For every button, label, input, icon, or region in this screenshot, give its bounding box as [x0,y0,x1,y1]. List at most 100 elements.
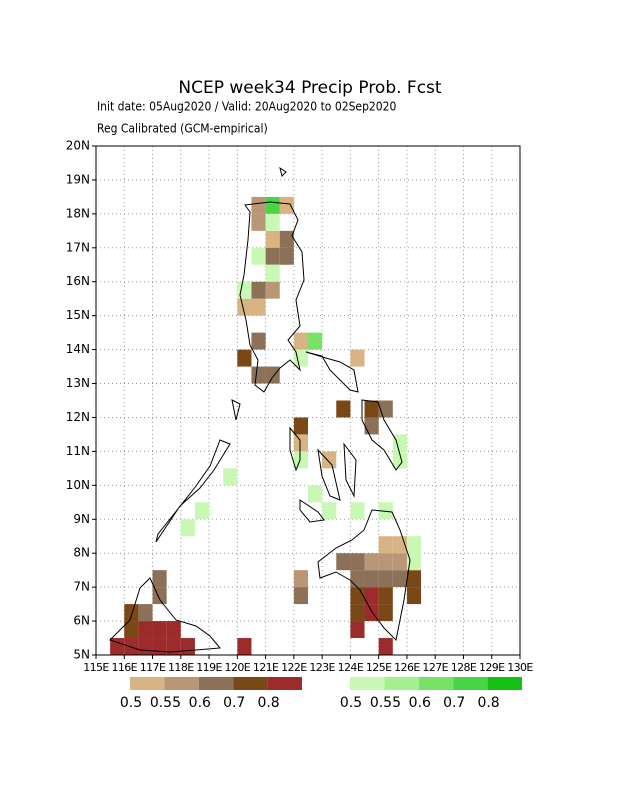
wet-cell [251,247,266,265]
colorbar-swatch [350,677,385,690]
dry-cell [265,247,280,265]
dry-cell [124,604,139,622]
colorbar-swatch [164,677,199,690]
x-tick-label: 126E [394,661,420,674]
title: NCEP week34 Precip Prob. Fcst [178,78,442,98]
dry-cell [350,570,365,588]
dry-cell [378,570,393,588]
dry-cell [138,638,153,655]
wet-cell [378,502,393,520]
colorbar-swatch [130,677,165,690]
x-tick-label: 128E [451,661,477,674]
colorbars: 0.5 0.55 0.6 0.7 0.8 0.5 0.55 0.6 0.7 0.8 [120,677,522,711]
wet-cell [237,281,252,299]
dry-cell [293,570,308,588]
coastline [109,166,411,653]
wet-cell [350,502,365,520]
dry-cell [265,366,280,384]
colorbar-swatch [233,677,268,690]
colorbar-label: 0.6 [189,695,211,711]
dry-cell [279,230,294,248]
dry-cell [279,247,294,265]
y-tick-label: 10N [66,478,90,492]
colorbar-swatch [487,677,522,690]
dry-cell [265,230,280,248]
dry-cell [110,638,125,655]
dry-cell [392,553,407,571]
x-tick-label: 122E [281,661,307,674]
wet-cell [322,502,337,520]
axes: 115E 116E 117E 118E 119E 120E 121E 122E 123E 124E… [66,139,534,675]
colorbar-label: 0.55 [370,695,401,711]
dry-cell [350,587,365,605]
wet-cell [406,553,422,571]
colorbar-swatch [418,677,454,690]
y-tick-label: 19N [66,172,90,186]
dry-cell [293,587,308,605]
colorbar-label: 0.5 [340,695,362,711]
dry-cell [279,196,294,214]
dry-cell [251,213,266,231]
dry-cell [378,536,393,554]
y-tick-label: 13N [66,376,90,390]
y-tick-label: 9N [73,512,90,526]
dry-cell [350,604,365,622]
colorbar-label: 0.7 [443,695,465,711]
dry-cell [152,570,167,588]
colorbar-label: 0.6 [409,695,431,711]
dry-cell [251,281,266,299]
y-tick-label: 11N [66,444,90,458]
y-tick-label: 7N [73,580,90,594]
dry-cell [152,621,167,639]
y-tick-label: 8N [73,546,90,560]
dry-cell [152,638,167,655]
dry-cell [251,332,266,350]
y-tick-label: 20N [66,139,90,153]
dry-cell [293,417,308,435]
dry-cell [265,281,280,299]
wet-cell [265,213,280,231]
colorbar-label: 0.7 [223,695,245,711]
x-tick-label: 125E [366,661,392,674]
dry-cell [378,587,393,605]
subtitle: Init date: 05Aug2020 / Valid: 20Aug2020 … [97,100,397,114]
wet-cell [265,196,280,214]
dry-cell [364,587,379,605]
dry-cell [406,570,422,588]
dry-cell [378,638,393,655]
wet-cell [293,349,308,367]
x-tick-label: 129E [479,661,505,674]
x-tick-label: 130E [507,661,533,674]
colorbar-swatch [267,677,302,690]
x-tick-label: 118E [168,661,194,674]
dry-cell [364,400,379,418]
wet-cell [293,451,308,469]
dry-cell [251,196,266,214]
colorbar-label: 0.8 [477,695,499,711]
dry-cell [237,638,252,655]
wet-cell [392,451,407,469]
x-tick-label: 116E [111,661,137,674]
dry-cell [364,417,379,435]
y-tick-label: 6N [73,614,90,628]
plot-frame [95,145,521,656]
dry-cell [237,349,252,367]
y-tick-label: 14N [66,342,90,356]
colorbar-label: 0.5 [120,695,142,711]
wet-cell [308,485,323,503]
wet-cell [406,536,422,554]
x-tick-label: 119E [196,661,222,674]
dry-cell [350,553,365,571]
dry-cell [180,638,195,655]
dry-cell [364,553,379,571]
dry-cell [152,587,167,605]
y-tick-label: 18N [66,206,90,220]
y-tick-label: 16N [66,274,90,288]
dry-cell [166,621,181,639]
dry-cell [124,638,139,655]
dry-cell [322,451,337,469]
dry-cell [350,621,365,639]
x-tick-label: 120E [225,661,251,674]
x-tick-label: 115E [83,661,109,674]
x-tick-label: 123E [309,661,335,674]
